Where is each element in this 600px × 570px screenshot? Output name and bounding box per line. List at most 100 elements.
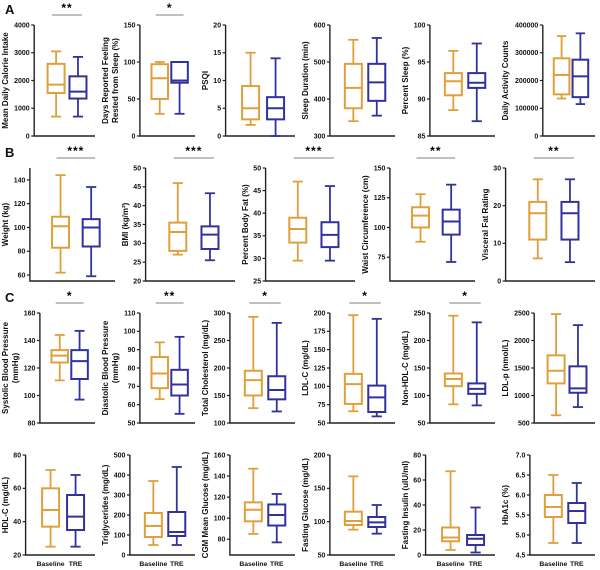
svg-text:**: **: [548, 144, 559, 158]
y-tick-label: 140: [24, 338, 36, 345]
y-axis-label: (mmHg): [111, 353, 120, 384]
boxplot-svg: LDL-p (nmol/L) 500 1000 1500 2000 2500: [501, 310, 595, 427]
boxplot-cell: Systolic Blood Pressure (mmHg) 80 100 120 140…: [0, 288, 100, 435]
y-tick-label: 35: [133, 222, 141, 229]
svg-text:***: ***: [305, 144, 322, 158]
y-axis-label: Weight (kg): [1, 202, 10, 246]
box-tre: [568, 324, 588, 408]
boxplot-svg: Fasting Glucose (mg/dL) 50 100 150 200 Baseli…: [301, 452, 395, 568]
box-baseline: [150, 341, 170, 401]
y-tick-label: 0: [217, 133, 221, 140]
y-tick-label: 40: [253, 211, 261, 218]
box-tre: [267, 322, 287, 413]
boxplot-cell: LDL-p (nmol/L) 500 1000 1500 2000 2500: [500, 288, 600, 435]
y-tick-label: 200: [214, 365, 226, 372]
box-baseline: [411, 193, 431, 243]
y-axis-label: Fasting Glucose (mg/dL): [301, 458, 310, 552]
y-tick-label: 80: [13, 452, 21, 459]
y-tick-label: 6.0: [516, 492, 526, 499]
axes: [429, 313, 495, 424]
y-tick-label: 250: [414, 310, 426, 317]
panel-row-1: A Mean Daily Calorie Intake 0 1000 2000 3000 4…: [0, 0, 600, 143]
y-tick-label: 80: [413, 452, 421, 459]
y-tick-label: 500: [314, 59, 326, 66]
y-tick-label: 400: [114, 472, 126, 479]
y-tick-label: 500: [518, 420, 530, 427]
panel-row-3: C Systolic Blood Pressure (mmHg) 80 100 120 14…: [0, 288, 600, 430]
y-tick-label: 300: [114, 492, 126, 499]
box-baseline: [443, 50, 463, 111]
y-tick-label: 100: [14, 225, 26, 232]
box-baseline: [243, 315, 263, 410]
box-tre: [367, 317, 387, 418]
boxplot-cell: Percent Body Fat (%) 25 30 35 40 45 50 ***: [240, 143, 360, 293]
y-tick-label: 120: [14, 201, 26, 208]
boxplot-cell: BMI (kg/m²) 20 25 30 35 40 45 50 ***: [120, 143, 240, 293]
boxplot-svg: Fasting Insulin (uIU/ml) 0 20 40 60 80 Baselin…: [401, 452, 495, 568]
box-tre: [167, 466, 187, 546]
y-tick-label: 200: [314, 310, 326, 317]
y-tick-label: 60: [413, 477, 421, 484]
box-baseline: [552, 35, 571, 100]
y-tick-label: 200: [314, 452, 326, 459]
y-tick-label: 20: [133, 278, 141, 285]
boxplot-cell: Fasting Insulin (uIU/ml) 0 20 40 60 80 Baselin…: [400, 430, 500, 570]
y-axis-label: Waist Circumference (cm): [361, 175, 370, 274]
y-tick-label: 95: [418, 59, 426, 66]
boxplot-cell: Sleep Duration (min) 300 400 500 600: [300, 0, 400, 148]
box-tre: [367, 504, 387, 535]
y-tick-label: 75: [378, 255, 386, 262]
y-axis-label: Non-HDL-C (mg/dL): [401, 330, 410, 405]
boxplot-cell: Non-HDL-C (mg/dL) 50 100 150 200 250 *: [400, 288, 500, 435]
boxplot-svg: Weight (kg) 60 80 100 120 140 ***: [1, 144, 115, 282]
box-tre: [200, 192, 220, 262]
x-axis-label-baseline: Baseline: [37, 561, 65, 568]
box-baseline: [343, 38, 363, 123]
boxplot-svg: Non-HDL-C (mg/dL) 50 100 150 200 250 *: [401, 289, 495, 427]
significance-marker: *: [55, 289, 84, 304]
axes: [264, 168, 355, 282]
y-tick-label: 40: [133, 203, 141, 210]
y-tick-label: 150: [314, 486, 326, 493]
svg-text:***: ***: [67, 144, 84, 158]
y-tick-label: 1500: [514, 365, 530, 372]
y-tick-label: 160: [214, 452, 226, 459]
y-tick-label: 50: [318, 552, 326, 559]
y-tick-label: 100: [214, 516, 226, 523]
y-tick-label: 60: [18, 272, 26, 279]
boxplot-cell: Days Reported Feeling Rested from Sleep (…: [100, 0, 200, 148]
boxplot-cell: LDL-C (mg/dL) 50 75 100 125 150 175 200 *: [300, 288, 400, 435]
x-axis-label-tre: TRE: [370, 561, 384, 568]
boxplot-svg: HbA1c (%) 4.5 5.0 5.5 6.0 6.5 7.0 Baseline TRE: [501, 452, 595, 568]
y-tick-label: 50: [318, 420, 326, 427]
y-tick-label: 125: [374, 195, 386, 202]
y-tick-label: 300: [314, 133, 326, 140]
y-axis-label: Triglycerides (mg/dL): [101, 464, 110, 545]
box-tre: [70, 329, 89, 401]
y-axis-label: PSQI: [201, 71, 210, 90]
y-axis-label: BMI (kg/m²): [121, 202, 130, 246]
svg-text:***: ***: [185, 144, 202, 158]
boxplot-svg: Diastolic Blood Pressure (mmHg) 50 60 70 80 90…: [101, 289, 195, 427]
y-tick-label: 0: [26, 133, 30, 140]
significance-marker: **: [52, 1, 82, 16]
y-axis-label: Days Reported Feeling: [101, 37, 110, 124]
boxplot-svg: Daily Activity Counts 0 100000 200000 300000…: [501, 22, 595, 140]
box-baseline: [51, 174, 71, 274]
box-baseline: [168, 182, 188, 256]
axes: [329, 455, 395, 556]
box-tre: [571, 32, 590, 105]
box-tre: [467, 42, 487, 123]
y-tick-label: 0: [497, 278, 501, 285]
y-tick-label: 300000: [515, 50, 538, 57]
y-axis-label: Visceral Fat Rating: [481, 188, 490, 260]
y-tick-label: 150: [314, 347, 326, 354]
boxplot-svg: Systolic Blood Pressure (mmHg) 80 100 120 140…: [1, 289, 95, 427]
y-tick-label: 120: [24, 365, 36, 372]
box-tre: [567, 482, 587, 544]
axes: [504, 168, 595, 282]
boxplot-cell: Visceral Fat Rating 0 10 20 30 **: [480, 143, 600, 293]
y-tick-label: 5.5: [516, 512, 526, 519]
y-tick-label: 100: [24, 393, 36, 400]
